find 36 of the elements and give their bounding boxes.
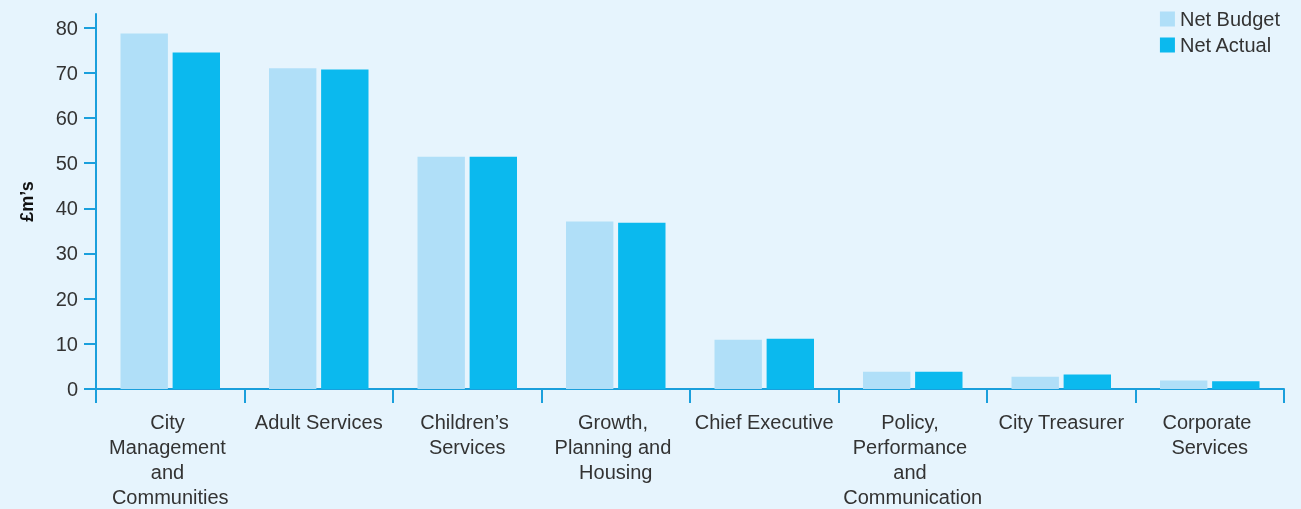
bar bbox=[915, 371, 963, 389]
bar bbox=[1063, 374, 1111, 389]
bar bbox=[618, 222, 666, 389]
bar bbox=[566, 221, 614, 389]
x-tick-label: Policy, Performance and Communication bbox=[843, 410, 983, 508]
x-tick-label: Corporate Services bbox=[1162, 410, 1257, 458]
bar bbox=[120, 33, 168, 389]
x-tick-label: Chief Executive bbox=[694, 410, 834, 433]
y-tick-label: 10 bbox=[55, 332, 78, 355]
bar bbox=[172, 52, 220, 389]
bar bbox=[1011, 376, 1059, 389]
y-tick-label: 0 bbox=[66, 378, 78, 400]
x-tick-label: Growth, Planning and Housing bbox=[554, 410, 677, 483]
bar bbox=[714, 339, 762, 389]
x-tick-label: Adult Services bbox=[254, 410, 383, 433]
y-tick-label: 60 bbox=[55, 106, 78, 129]
bar bbox=[863, 371, 911, 389]
bar bbox=[469, 156, 517, 389]
y-axis-title: £m’s bbox=[17, 181, 37, 222]
bar bbox=[766, 338, 814, 389]
y-tick-label: 50 bbox=[55, 152, 78, 175]
x-tick-label: Children’s Services bbox=[420, 410, 515, 458]
y-tick-label: 80 bbox=[55, 16, 78, 39]
bar bbox=[417, 156, 465, 389]
bar bbox=[269, 68, 317, 389]
y-tick-label: 30 bbox=[55, 242, 78, 265]
y-tick-label: 70 bbox=[55, 61, 78, 84]
bar bbox=[1212, 381, 1260, 389]
y-tick-label: 20 bbox=[55, 287, 78, 310]
x-tick-label: City Management and Communities bbox=[109, 410, 232, 508]
legend-label: Net Actual bbox=[1179, 34, 1272, 56]
y-tick-label: 40 bbox=[55, 197, 78, 220]
bar bbox=[1160, 380, 1208, 389]
x-tick-label: City Treasurer bbox=[998, 410, 1125, 433]
legend-label: Net Budget bbox=[1179, 8, 1281, 30]
bar bbox=[321, 69, 369, 389]
